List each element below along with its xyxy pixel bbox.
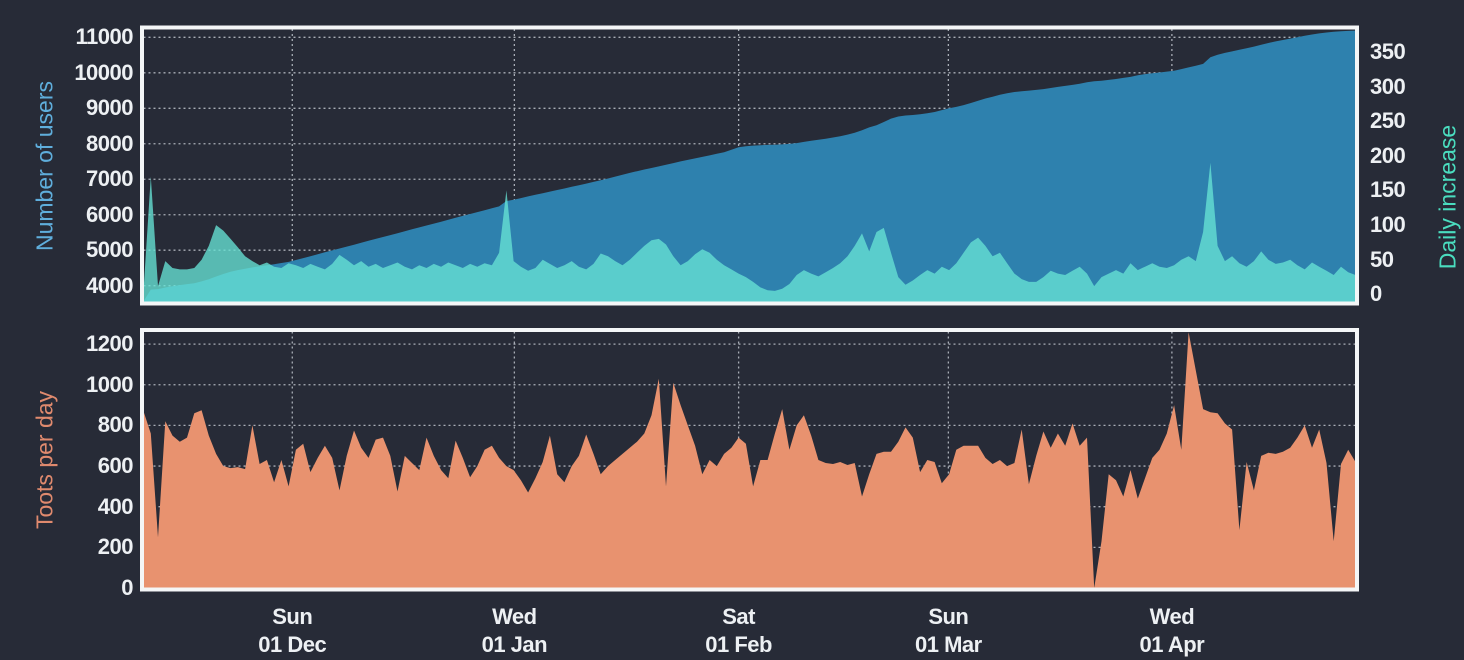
y-axis-tick-label-right: 250 bbox=[1370, 108, 1406, 134]
y-axis-tick-label-left: 5000 bbox=[86, 237, 133, 263]
x-tick-date: 01 Apr bbox=[1139, 632, 1205, 657]
y-axis-tick-label-right: 200 bbox=[1370, 142, 1406, 168]
y-axis-tick-label-left: 0 bbox=[121, 575, 133, 600]
y-axis-tick-label-left: 800 bbox=[97, 412, 134, 438]
y-axis-tick-label-left: 1000 bbox=[86, 371, 133, 397]
y-axis-tick-label-left: 7000 bbox=[86, 166, 133, 192]
y-axis-tick-label-left: 9000 bbox=[86, 95, 133, 121]
x-tick-weekday: Sun bbox=[272, 604, 313, 629]
x-tick-date: 01 Jan bbox=[481, 632, 548, 657]
x-tick-date: 01 Mar bbox=[914, 632, 982, 657]
right-axis-title-daily-increase: Daily increase bbox=[1434, 124, 1461, 270]
x-axis-tick-label: Sun 01 Dec bbox=[258, 603, 326, 659]
y-axis-tick-label-left: 11000 bbox=[75, 24, 134, 50]
y-axis-tick-label-right: 50 bbox=[1370, 246, 1394, 272]
x-axis-tick-label: Wed 01 Jan bbox=[482, 603, 548, 659]
number-of-users-area-series bbox=[143, 30, 1356, 302]
y-axis-tick-label-left: 6000 bbox=[86, 201, 133, 227]
y-axis-tick-label-right: 100 bbox=[1370, 212, 1406, 238]
x-axis-tick-label: Sun 01 Mar bbox=[915, 603, 982, 659]
x-axis-tick-label: Wed 01 Apr bbox=[1140, 603, 1205, 659]
y-axis-tick-label-left: 600 bbox=[97, 453, 134, 479]
y-axis-tick-label-right: 300 bbox=[1370, 73, 1406, 99]
x-tick-weekday: Sun bbox=[928, 604, 969, 629]
y-axis-tick-label-left: 1200 bbox=[86, 331, 133, 357]
y-axis-tick-label-right: 350 bbox=[1370, 38, 1406, 64]
daily-increase-area-series bbox=[143, 162, 1356, 302]
x-tick-weekday: Wed bbox=[1149, 604, 1195, 629]
y-axis-tick-label-left: 200 bbox=[97, 534, 134, 560]
y-axis-tick-label-left: 10000 bbox=[74, 59, 133, 85]
y-axis-tick-label-right: 0 bbox=[1370, 281, 1382, 307]
x-axis-tick-label: Sat 01 Feb bbox=[705, 603, 772, 659]
top-plot-border bbox=[140, 25, 1359, 306]
x-tick-weekday: Wed bbox=[492, 604, 537, 629]
y-axis-tick-label-left: 400 bbox=[97, 493, 134, 519]
toots-per-day-area-series bbox=[143, 332, 1356, 588]
bottom-plot-border bbox=[140, 328, 1359, 592]
y-axis-tick-label-left: 4000 bbox=[86, 272, 133, 298]
x-tick-date: 01 Dec bbox=[258, 632, 327, 657]
x-tick-weekday: Sat bbox=[722, 604, 755, 629]
y-axis-tick-label-right: 150 bbox=[1370, 177, 1406, 203]
y-axis-tick-label-left: 8000 bbox=[86, 130, 133, 156]
x-tick-date: 01 Feb bbox=[705, 632, 772, 657]
